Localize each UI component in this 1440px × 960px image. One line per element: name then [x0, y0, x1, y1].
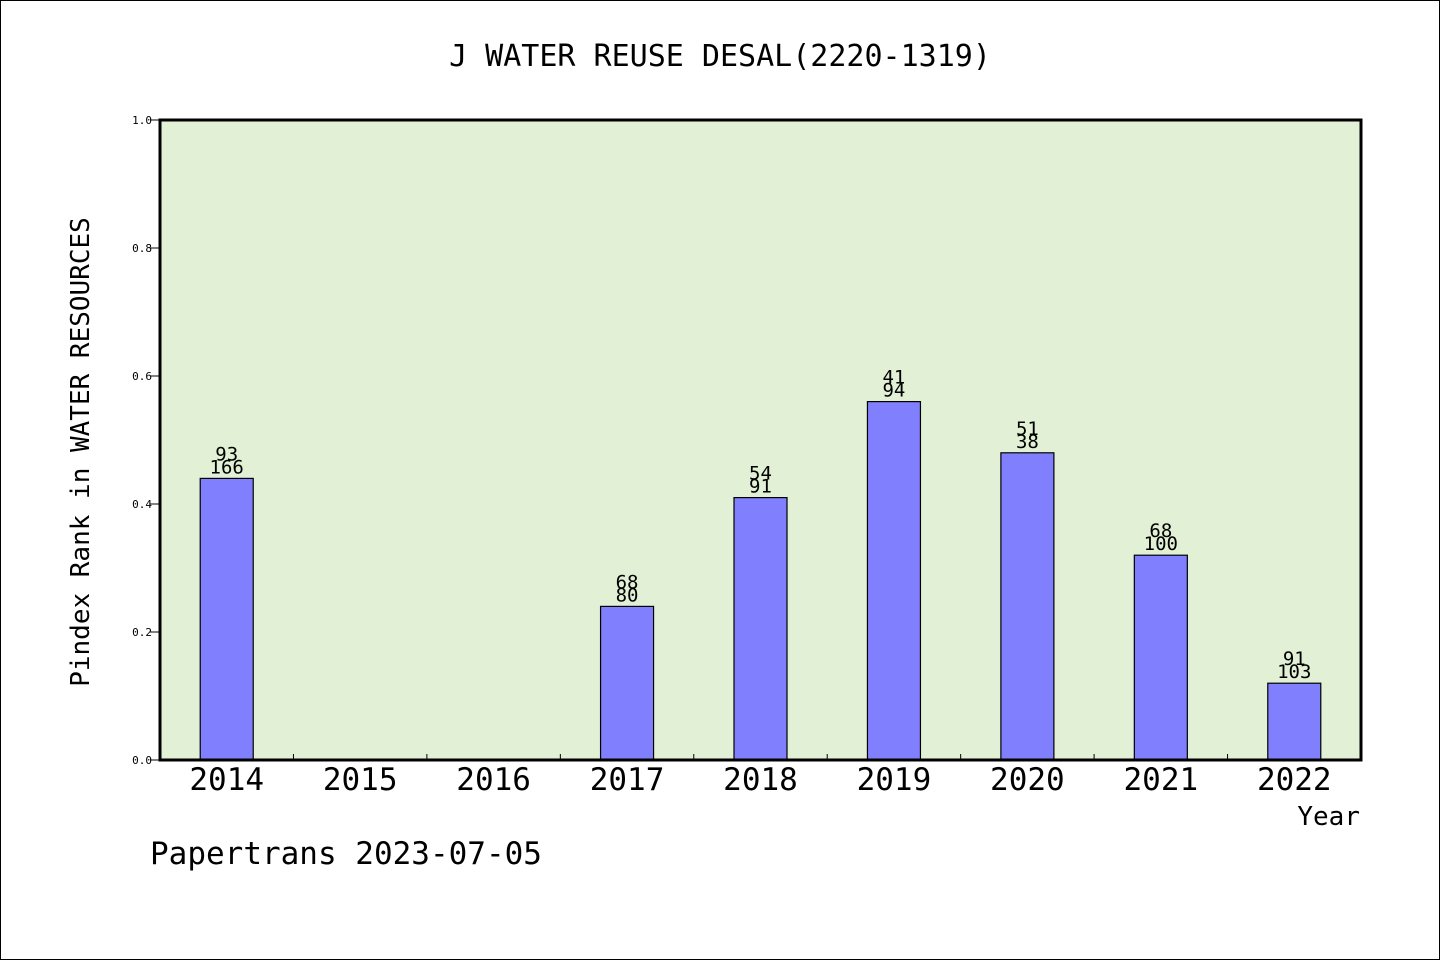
y-axis-ticks: 0.0 0.2 0.4 0.6 0.8 1.0: [132, 114, 160, 767]
y-tick-label: 0.6: [132, 370, 152, 383]
bar-label-bottom-2018: 91: [749, 476, 772, 498]
footer-credit: Papertrans 2023-07-05: [150, 836, 542, 872]
chart-title: J WATER REUSE DESAL(2220-1319): [449, 39, 991, 74]
x-axis-ticks: 2014 2015 2016 2017 2018 2019 2020 2021 2022: [189, 754, 1332, 798]
bar-label-top-2019: 41: [882, 367, 905, 389]
y-tick-label: 0.4: [132, 498, 152, 511]
bar-label-top-2017: 68: [616, 571, 639, 593]
y-axis-label: Pindex Rank in WATER RESOURCES: [66, 217, 96, 687]
bar-label-top-2018: 54: [749, 463, 772, 485]
bar-2019: [866, 401, 922, 761]
x-tick-label-2017: 2017: [590, 762, 665, 798]
y-tick-label: 1.0: [132, 114, 152, 127]
x-tick-label-2019: 2019: [857, 762, 932, 798]
bar-2022: [1267, 682, 1322, 761]
bars-group: [199, 401, 1322, 761]
y-tick-label: 0.2: [132, 626, 152, 639]
bar-2020: [1000, 452, 1055, 761]
x-tick-label-2015: 2015: [323, 762, 398, 798]
bar-label-top-2020: 51: [1016, 418, 1039, 440]
x-tick-label-2014: 2014: [189, 762, 264, 798]
x-tick-label-2020: 2020: [990, 762, 1065, 798]
bar-label-bottom-2020: 38: [1016, 431, 1039, 453]
bar-label-bottom-2022: 103: [1277, 661, 1311, 683]
x-tick-label-2016: 2016: [456, 762, 531, 798]
bar-2018: [733, 497, 788, 761]
x-tick-label-2022: 2022: [1257, 762, 1332, 798]
x-tick-label-2021: 2021: [1124, 762, 1199, 798]
bar-label-bottom-2021: 100: [1144, 533, 1178, 555]
bar-label-bottom-2019: 94: [882, 380, 905, 402]
y-tick-label: 0.0: [132, 754, 152, 767]
bar-2021: [1133, 554, 1188, 761]
bar-2014: [199, 477, 254, 761]
plot-border: [158, 118, 1363, 762]
x-axis-label: Year: [1297, 802, 1360, 832]
bar-2017: [599, 605, 655, 761]
y-tick-label: 0.8: [132, 242, 152, 255]
bar-label-top-2021: 68: [1149, 520, 1172, 542]
bar-label-top-2022: 91: [1283, 648, 1306, 670]
bar-label-top-2014: 93: [215, 443, 238, 465]
bar-label-bottom-2014: 166: [210, 456, 244, 478]
x-tick-label-2018: 2018: [723, 762, 798, 798]
bar-label-bottom-2017: 80: [616, 584, 639, 606]
